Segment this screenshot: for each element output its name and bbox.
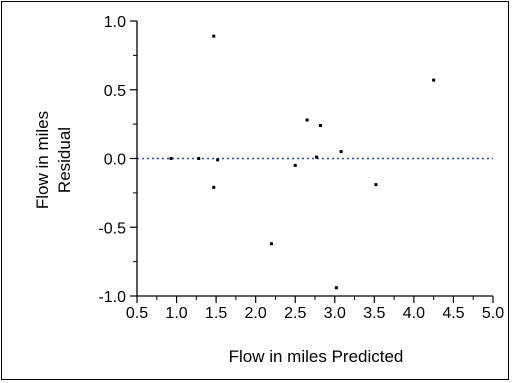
y-tick-label: 0.0: [104, 152, 126, 169]
data-point: [212, 185, 216, 189]
data-point: [212, 34, 216, 38]
y-tick-label: -1.0: [98, 289, 126, 306]
data-point: [269, 242, 273, 246]
x-tick-label: 2.5: [284, 305, 306, 322]
data-point: [169, 157, 173, 160]
y-tick-label: 0.5: [104, 83, 126, 100]
data-point: [339, 150, 343, 154]
data-point: [374, 183, 378, 187]
x-tick-label: 4.5: [442, 305, 464, 322]
x-tick-label: 3.0: [324, 305, 346, 322]
x-tick-label: 5.0: [482, 305, 504, 322]
x-tick-label: 3.5: [363, 305, 385, 322]
y-tick-label: 1.0: [104, 14, 126, 31]
data-point: [315, 155, 319, 159]
data-point: [216, 158, 220, 162]
x-tick-label: 1.0: [165, 305, 187, 322]
x-tick-label: 1.5: [205, 305, 227, 322]
data-point: [197, 157, 201, 160]
data-point: [305, 118, 309, 122]
x-tick-label: 0.5: [126, 305, 148, 322]
y-axis-title-line-1: Flow in miles: [33, 111, 52, 209]
data-point: [319, 124, 323, 127]
data-point: [334, 286, 338, 290]
data-point: [432, 78, 436, 82]
data-point: [293, 163, 297, 167]
x-tick-label: 4.0: [403, 305, 425, 322]
x-tick-label: 2.0: [245, 305, 267, 322]
y-axis-title-line-2: Residual: [55, 127, 74, 193]
y-tick-label: -0.5: [98, 220, 126, 237]
x-axis-title: Flow in miles Predicted: [229, 347, 404, 366]
